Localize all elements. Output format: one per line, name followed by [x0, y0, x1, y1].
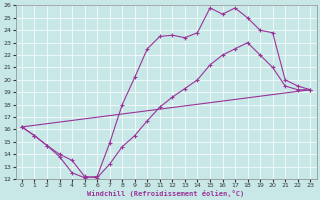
X-axis label: Windchill (Refroidissement éolien,°C): Windchill (Refroidissement éolien,°C) — [87, 190, 245, 197]
